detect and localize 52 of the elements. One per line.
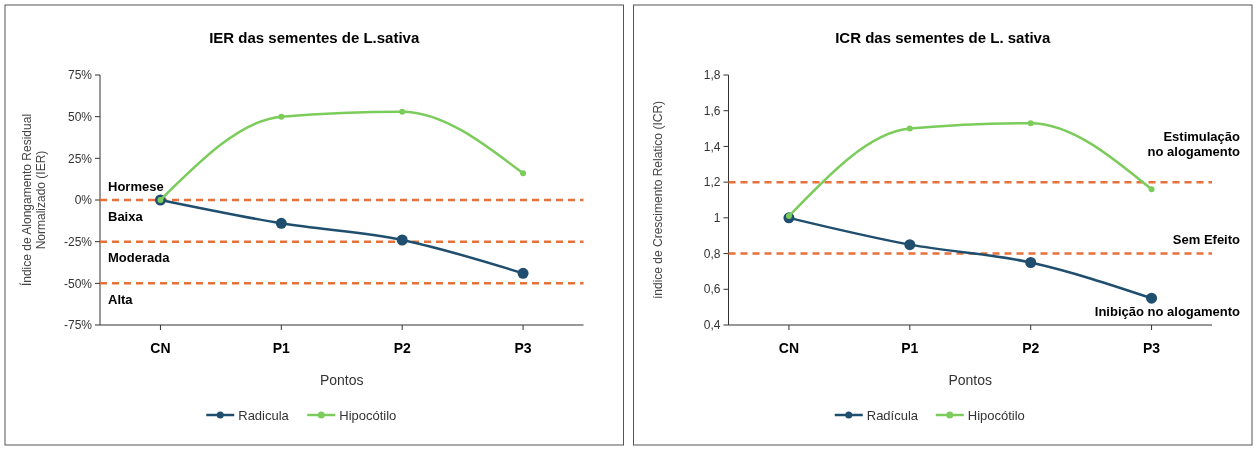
annotation: Moderada xyxy=(108,250,171,266)
y-tick-label: 1,4 xyxy=(703,139,721,154)
annotation: Inibição no alogamento xyxy=(1094,303,1241,319)
point xyxy=(520,170,527,177)
y-tick-label: 25% xyxy=(67,151,93,166)
y-axis-title: índice de Crescimento Relatico (ICR) xyxy=(650,100,665,300)
point xyxy=(278,113,285,120)
point xyxy=(1148,186,1155,193)
x-tick-label: P1 xyxy=(901,340,919,356)
chart-title: ICR das sementes de L. sativa xyxy=(835,29,1051,46)
x-tick-label: P3 xyxy=(514,340,532,356)
y-tick-label: 50% xyxy=(67,109,93,124)
y-tick-label: -50% xyxy=(63,276,93,291)
chart-title: IER das sementes de L.sativa xyxy=(209,29,420,46)
x-axis-title: Pontos xyxy=(319,372,364,388)
point xyxy=(906,125,913,132)
y-tick-label: 0,8 xyxy=(703,246,721,261)
y-tick-label: 1 xyxy=(713,211,721,226)
y-tick-label: 75% xyxy=(67,68,93,83)
point xyxy=(517,267,529,279)
y-tick-label: 0% xyxy=(74,193,93,208)
annotation: Baixa xyxy=(108,208,144,224)
legend-label: Radicula xyxy=(238,407,290,423)
x-axis-title: Pontos xyxy=(948,372,993,388)
x-tick-label: P3 xyxy=(1143,340,1161,356)
x-tick-label: P2 xyxy=(1022,340,1040,356)
point xyxy=(396,234,408,246)
y-tick-label: 1,6 xyxy=(703,103,721,118)
y-tick-label: 1,2 xyxy=(703,175,721,190)
annotation: Alta xyxy=(108,291,134,307)
point xyxy=(904,239,916,251)
y-tick-label: 0,4 xyxy=(703,318,721,333)
point xyxy=(1146,292,1158,304)
y-tick-label: -25% xyxy=(63,234,93,249)
annotation: Hormese xyxy=(108,178,164,194)
x-tick-label: CN xyxy=(150,340,171,356)
y-tick-label: -75% xyxy=(63,318,93,333)
legend-label: Hipocótilo xyxy=(339,407,397,423)
legend-label: Radícula xyxy=(866,407,919,423)
point xyxy=(1025,257,1037,268)
x-tick-label: P2 xyxy=(393,340,411,356)
annotation: Sem Efeito xyxy=(1172,232,1241,248)
point xyxy=(1027,120,1034,127)
point xyxy=(399,108,406,115)
annotation: Estimulação no alogamento xyxy=(1147,128,1241,160)
y-tick-label: 1,8 xyxy=(703,68,721,83)
legend-label: Hipocótilo xyxy=(967,407,1025,423)
y-axis-title: Índice de Alongamento Residual Normalizado (IER) xyxy=(18,113,48,287)
point xyxy=(275,217,287,229)
y-tick-label: 0,6 xyxy=(703,282,721,297)
x-tick-label: P1 xyxy=(272,340,291,356)
x-tick-label: CN xyxy=(778,340,800,356)
